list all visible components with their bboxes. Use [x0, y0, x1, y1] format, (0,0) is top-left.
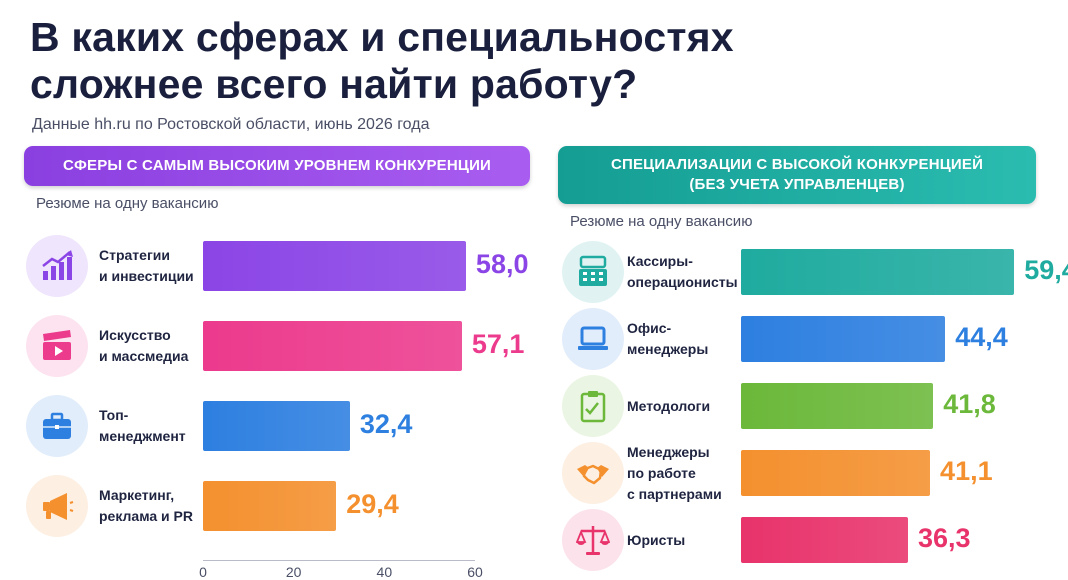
handshake-icon — [562, 442, 624, 504]
right-value-label: 36,3 — [917, 523, 971, 553]
film-clapper-icon — [26, 315, 88, 377]
x-tick-label: 0 — [199, 564, 207, 580]
right-category-label: Кассиры- операционисты — [627, 253, 738, 290]
right-category-label: Методологи — [627, 397, 711, 414]
left-category-label: Маркетинг, реклама и PR — [99, 487, 193, 524]
right-bar — [741, 316, 946, 362]
right-category-label: Офис- менеджеры — [627, 320, 709, 357]
right-value-label: 41,1 — [940, 456, 993, 486]
right-chart-sublabel: Резюме на одну вакансию — [570, 213, 753, 230]
right-value-label: 44,4 — [955, 322, 1008, 352]
left-bar — [203, 241, 466, 291]
left-value-label: 32,4 — [359, 409, 413, 439]
x-tick-label: 20 — [285, 564, 302, 580]
right-bar — [741, 249, 1015, 295]
left-chart-sublabel: Резюме на одну вакансию — [36, 195, 219, 212]
right-bar — [741, 517, 908, 563]
title-line-2: сложнее всего найти работу? — [30, 61, 638, 107]
briefcase-icon — [26, 395, 88, 457]
chart-growth-icon — [26, 235, 88, 297]
cash-register-icon — [562, 241, 624, 303]
left-category-label: Искусство и массмедиа — [99, 327, 189, 364]
subtitle: Данные hh.ru по Ростовской области, июнь… — [32, 116, 430, 133]
right-value-label: 59,4 — [1024, 255, 1068, 285]
left-bar — [203, 481, 337, 531]
left-x-axis — [203, 560, 475, 561]
x-tick-label: 60 — [467, 564, 483, 580]
right-value-label: 41,8 — [943, 389, 996, 419]
right-category-label: Юристы — [627, 531, 686, 548]
right-bar — [741, 450, 931, 496]
page-title: В каких сферах и специальностях сложнее … — [30, 14, 1030, 108]
left-bar — [203, 321, 462, 371]
left-category-label: Стратегии и инвестиции — [99, 247, 194, 284]
x-tick-label: 40 — [376, 564, 393, 580]
left-category-label: Топ- менеджмент — [99, 407, 186, 444]
right-chart-title-line-1: СПЕЦИАЛИЗАЦИИ С ВЫСОКОЙ КОНКУРЕНЦИЕЙ — [610, 156, 984, 173]
laptop-icon — [562, 308, 624, 370]
title-line-1: В каких сферах и специальностях — [30, 14, 734, 60]
clipboard-icon — [562, 375, 624, 437]
right-bar — [741, 383, 934, 429]
left-chart-title: СФЕРЫ С САМЫМ ВЫСОКИМ УРОВНЕМ КОНКУРЕНЦИ… — [24, 146, 530, 186]
left-value-label: 57,1 — [471, 329, 525, 359]
left-value-label: 58,0 — [475, 249, 529, 279]
right-chart-title: СПЕЦИАЛИЗАЦИИ С ВЫСОКОЙ КОНКУРЕНЦИЕЙ (БЕ… — [558, 146, 1036, 204]
right-category-label: Менеджеры по работе с партнерами — [627, 443, 722, 502]
scales-icon — [562, 509, 624, 571]
right-chart-title-line-2: (БЕЗ УЧЕТА УПРАВЛЕНЦЕВ) — [689, 176, 905, 193]
left-bar — [203, 401, 350, 451]
megaphone-icon — [26, 475, 88, 537]
left-value-label: 29,4 — [346, 489, 399, 519]
